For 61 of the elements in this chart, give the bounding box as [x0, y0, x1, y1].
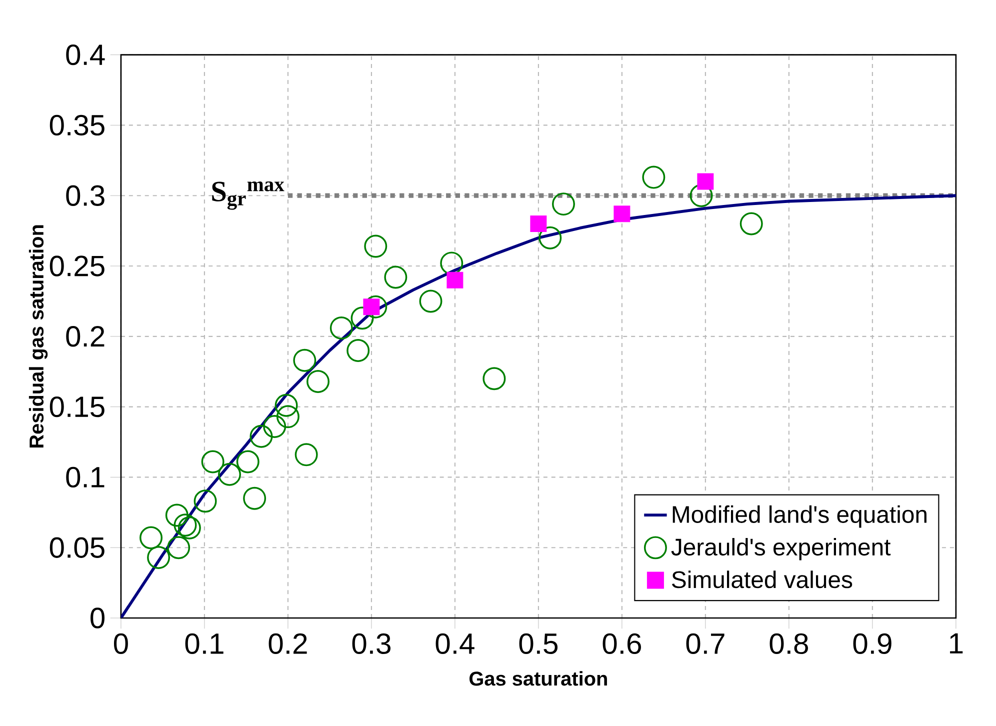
x-tick-label: 0.1 — [185, 633, 224, 654]
y-tick-label: 0.15 — [50, 396, 104, 418]
point — [330, 316, 353, 340]
point — [174, 514, 197, 537]
point — [276, 405, 300, 428]
point — [194, 490, 217, 513]
point — [384, 266, 408, 289]
point — [165, 504, 188, 527]
point — [552, 192, 575, 216]
point — [218, 462, 241, 486]
point — [614, 206, 630, 222]
point — [306, 370, 330, 393]
point — [294, 443, 318, 466]
x-tick-label: 0.8 — [770, 633, 808, 654]
x-axis-title: Gas saturation — [469, 671, 607, 686]
point — [440, 252, 464, 275]
y-tick-label: 0.4 — [66, 44, 105, 66]
x-tick-label: 0.7 — [686, 633, 724, 654]
point — [364, 234, 388, 258]
point — [147, 546, 170, 569]
point — [167, 536, 190, 560]
y-tick-label: 0.2 — [66, 326, 104, 347]
point — [201, 450, 224, 474]
x-tick-label: 0.3 — [352, 633, 390, 654]
x-tick-label: 0.5 — [519, 633, 558, 654]
legend-label: Modified land's equation — [672, 505, 926, 528]
y-tick-label: 0.35 — [50, 114, 104, 136]
x-tick-label: 0.4 — [436, 633, 474, 654]
y-tick-label: 0 — [90, 608, 104, 628]
point — [350, 306, 374, 330]
y-axis-title: Residual gas saturation — [28, 225, 48, 448]
point — [346, 338, 370, 362]
y-tick-label: 0.1 — [66, 466, 104, 488]
legend-label: Jerauld's experiment — [671, 538, 891, 560]
point — [263, 414, 286, 438]
point — [419, 290, 442, 313]
x-tick-label: 0 — [114, 633, 128, 654]
x-tick-label: 0.6 — [602, 633, 641, 654]
point — [250, 424, 273, 448]
x-tick-label: 1 — [950, 633, 963, 654]
point — [642, 166, 666, 189]
y-tick-label: 0.25 — [50, 256, 104, 276]
point — [293, 348, 316, 372]
ref-line-label: S$_{gr}$max — [212, 181, 284, 210]
x-tick-label: 0.9 — [853, 633, 892, 654]
y-tick-label: 0.3 — [66, 185, 104, 206]
y-tick-label: 0.05 — [50, 537, 104, 558]
point — [740, 212, 763, 236]
point — [243, 486, 266, 510]
point — [690, 184, 713, 208]
point — [538, 226, 562, 250]
point — [697, 173, 714, 190]
point — [236, 450, 260, 474]
point — [274, 394, 298, 417]
point — [482, 367, 506, 390]
x-tick-label: 0.2 — [268, 633, 307, 654]
legend-label: Simulated values — [672, 570, 852, 588]
point — [446, 272, 464, 288]
point — [178, 516, 201, 540]
point — [140, 526, 163, 550]
point — [530, 215, 547, 232]
